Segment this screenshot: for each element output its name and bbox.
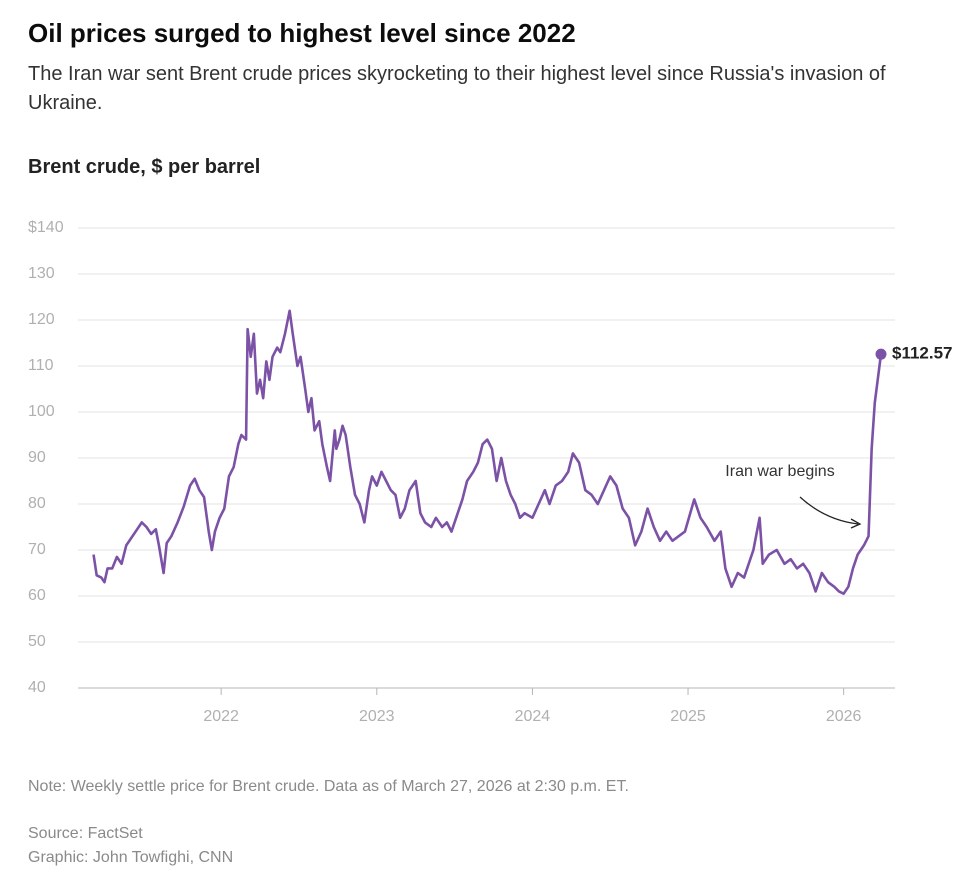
y-tick-label: 60 <box>28 587 46 604</box>
end-point <box>875 348 887 360</box>
title: Oil prices surged to highest level since… <box>28 18 576 48</box>
y-tick-label: 110 <box>28 357 54 374</box>
credit: Graphic: John Towfighi, CNN <box>28 849 234 866</box>
note: Note: Weekly settle price for Brent crud… <box>28 778 629 795</box>
axis-label: Brent crude, $ per barrel <box>28 156 261 178</box>
x-tick-label: 2026 <box>826 708 862 725</box>
value-label: $112.57 <box>892 344 953 363</box>
arrow-head <box>850 518 862 529</box>
annotation-arrow <box>799 496 859 525</box>
y-tick-label: 100 <box>28 403 55 420</box>
x-tick-label: 2024 <box>515 708 551 725</box>
y-tick-label: 130 <box>28 265 55 282</box>
x-tick-label: 2023 <box>359 708 395 725</box>
y-tick-label: 70 <box>28 541 46 558</box>
y-tick-label: 90 <box>28 449 46 466</box>
y-tick-label: $140 <box>28 219 64 236</box>
annotation: Iran war begins <box>725 463 834 480</box>
source: Source: FactSet <box>28 825 143 842</box>
x-tick-label: 2022 <box>203 708 239 725</box>
x-tick-label: 2025 <box>670 708 706 725</box>
y-tick-label: 120 <box>28 311 55 328</box>
y-tick-label: 40 <box>28 679 46 696</box>
y-tick-label: 50 <box>28 633 46 650</box>
subtitle: The Iran war sent Brent crude prices sky… <box>28 63 886 114</box>
price-line <box>92 309 883 595</box>
y-tick-label: 80 <box>28 495 46 512</box>
chart: Iran war begins 40 50 60 70 80 90 100 110 120 130… <box>28 219 953 725</box>
